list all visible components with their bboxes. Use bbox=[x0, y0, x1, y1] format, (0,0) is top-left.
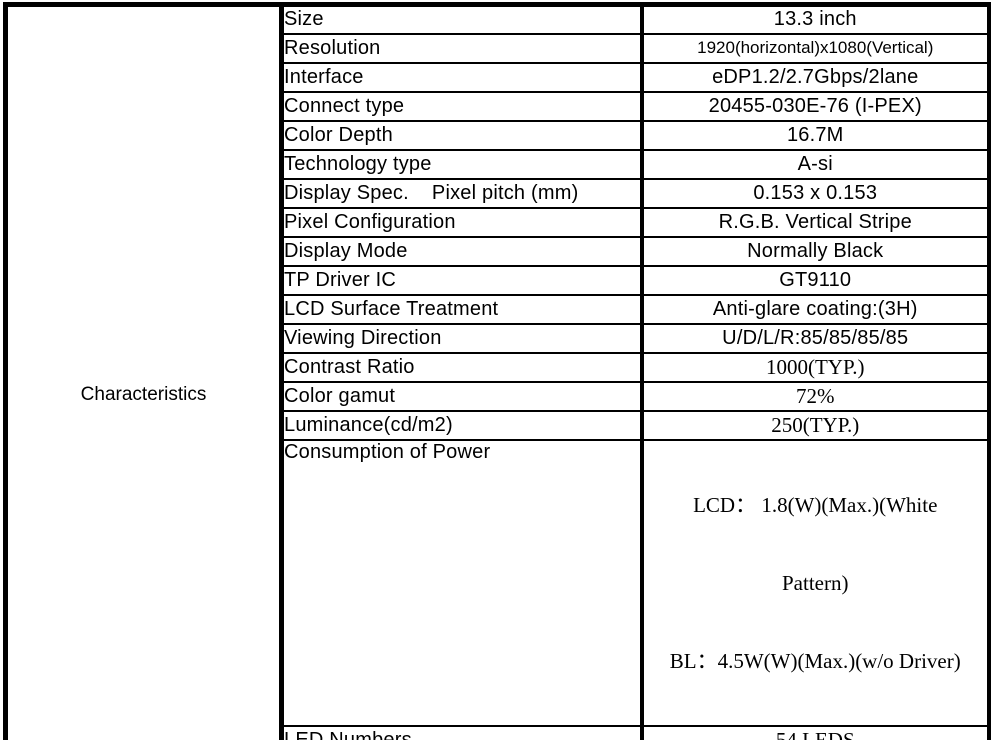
property-cell-display-mode: Display Mode bbox=[281, 235, 644, 267]
value-cell-led-numbers: 54 LEDS bbox=[641, 724, 990, 740]
spec-table: Characteristics Size 13.3 inch Resolutio… bbox=[3, 2, 991, 740]
row-consumption-of-power: Consumption of Power LCD： 1.8(W)(Max.)(W… bbox=[6, 438, 990, 727]
property-cell-pixel-configuration: Pixel Configuration bbox=[281, 206, 644, 238]
row-pixel-pitch: Display Spec. Pixel pitch (mm) 0.153 x 0… bbox=[6, 177, 990, 209]
value-cell-color-gamut: 72% bbox=[641, 380, 990, 412]
value-cell-viewing-direction: U/D/L/R:85/85/85/85 bbox=[641, 322, 990, 354]
value-cell-interface: eDP1.2/2.7Gbps/2lane bbox=[641, 61, 990, 93]
value-line-bl-power: BL：4.5W(W)(Max.)(w/o Driver) bbox=[669, 648, 961, 673]
value-line-lcd-power: LCD： 1.8(W)(Max.)(White bbox=[693, 492, 938, 517]
value-line-pattern: Pattern) bbox=[782, 570, 849, 595]
value-cell-luminance: 250(TYP.) bbox=[641, 409, 990, 441]
row-color-depth: Color Depth 16.7M bbox=[6, 119, 990, 151]
row-pixel-configuration: Pixel Configuration R.G.B. Vertical Stri… bbox=[6, 206, 990, 238]
property-cell-technology-type: Technology type bbox=[281, 148, 644, 180]
row-connect-type: Connect type 20455-030E-76 (I-PEX) bbox=[6, 90, 990, 122]
row-viewing-direction: Viewing Direction U/D/L/R:85/85/85/85 bbox=[6, 322, 990, 354]
value-cell-resolution: 1920(horizontal)x1080(Vertical) bbox=[641, 32, 990, 64]
property-cell-pixel-pitch: Display Spec. Pixel pitch (mm) bbox=[281, 177, 644, 209]
row-color-gamut: Color gamut 72% bbox=[6, 380, 990, 412]
row-interface: Interface eDP1.2/2.7Gbps/2lane bbox=[6, 61, 990, 93]
property-cell-luminance: Luminance(cd/m2) bbox=[281, 409, 644, 441]
row-display-mode: Display Mode Normally Black bbox=[6, 235, 990, 267]
property-cell-lcd-surface-treatment: LCD Surface Treatment bbox=[281, 293, 644, 325]
row-led-numbers: LED Numbers 54 LEDS bbox=[6, 724, 990, 740]
property-cell-size: Size bbox=[281, 3, 644, 35]
row-technology-type: Technology type A-si bbox=[6, 148, 990, 180]
value-cell-tp-driver-ic: GT9110 bbox=[641, 264, 990, 296]
property-cell-viewing-direction: Viewing Direction bbox=[281, 322, 644, 354]
category-cell-characteristics: Characteristics bbox=[5, 3, 284, 740]
value-cell-display-mode: Normally Black bbox=[641, 235, 990, 267]
property-cell-resolution: Resolution bbox=[281, 32, 644, 64]
value-cell-contrast-ratio: 1000(TYP.) bbox=[641, 351, 990, 383]
value-cell-pixel-configuration: R.G.B. Vertical Stripe bbox=[641, 206, 990, 238]
property-cell-color-gamut: Color gamut bbox=[281, 380, 644, 412]
row-tp-driver-ic: TP Driver IC GT9110 bbox=[6, 264, 990, 296]
value-cell-pixel-pitch: 0.153 x 0.153 bbox=[641, 177, 990, 209]
property-cell-connect-type: Connect type bbox=[281, 90, 644, 122]
value-cell-connect-type: 20455-030E-76 (I-PEX) bbox=[641, 90, 990, 122]
row-resolution: Resolution 1920(horizontal)x1080(Vertica… bbox=[6, 32, 990, 64]
row-contrast-ratio: Contrast Ratio 1000(TYP.) bbox=[6, 351, 990, 383]
row-lcd-surface-treatment: LCD Surface Treatment Anti-glare coating… bbox=[6, 293, 990, 325]
value-cell-lcd-surface-treatment: Anti-glare coating:(3H) bbox=[641, 293, 990, 325]
property-cell-contrast-ratio: Contrast Ratio bbox=[281, 351, 644, 383]
property-cell-tp-driver-ic: TP Driver IC bbox=[281, 264, 644, 296]
value-cell-color-depth: 16.7M bbox=[641, 119, 990, 151]
value-cell-technology-type: A-si bbox=[641, 148, 990, 180]
property-cell-led-numbers: LED Numbers bbox=[281, 724, 644, 740]
value-cell-size: 13.3 inch bbox=[641, 3, 990, 35]
value-cell-consumption-of-power: LCD： 1.8(W)(Max.)(White Pattern) BL：4.5W… bbox=[641, 438, 990, 727]
row-size: Characteristics Size 13.3 inch bbox=[5, 3, 990, 740]
row-luminance: Luminance(cd/m2) 250(TYP.) bbox=[6, 409, 990, 441]
property-cell-color-depth: Color Depth bbox=[281, 119, 644, 151]
property-cell-interface: Interface bbox=[281, 61, 644, 93]
property-cell-consumption-of-power: Consumption of Power bbox=[281, 438, 644, 727]
